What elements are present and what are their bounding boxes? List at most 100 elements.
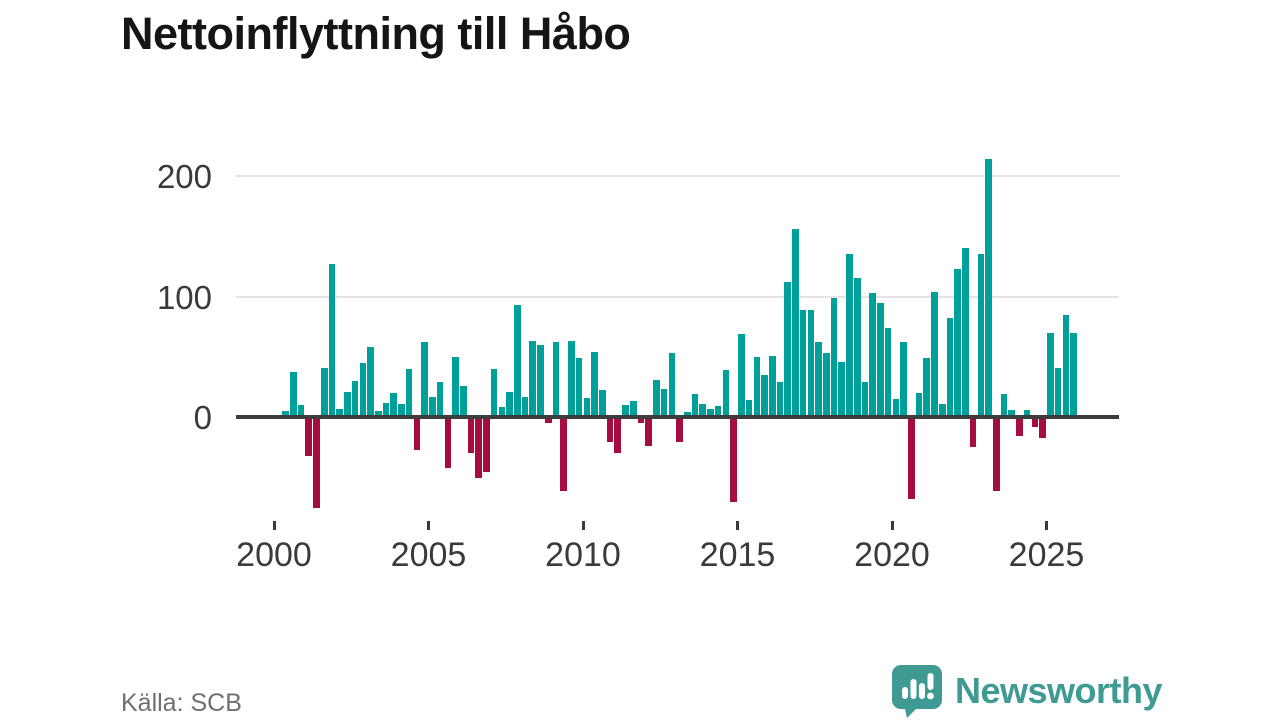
- bar: [1023, 409, 1031, 417]
- bar: [931, 291, 938, 417]
- bar: [877, 302, 884, 417]
- bar: [382, 402, 390, 417]
- bar: [506, 391, 513, 417]
- bar: [962, 248, 969, 417]
- x-axis-tick: [736, 521, 739, 530]
- bar: [861, 382, 869, 417]
- bar: [336, 408, 343, 417]
- newsworthy-logo-text: Newsworthy: [954, 670, 1163, 711]
- bar: [823, 353, 830, 417]
- bar: [475, 419, 482, 479]
- bar: [313, 419, 320, 509]
- bar: [351, 380, 359, 417]
- bar: [622, 404, 629, 417]
- bar: [459, 385, 467, 417]
- bar: [915, 392, 923, 417]
- bar: [954, 268, 961, 417]
- x-axis-tick: [890, 521, 894, 530]
- x-axis-label: 2025: [1008, 536, 1085, 574]
- bar: [1039, 419, 1046, 439]
- x-axis-tick: [272, 521, 276, 530]
- bar: [413, 419, 421, 451]
- bar: [452, 356, 459, 417]
- y-axis-label: 0: [193, 399, 212, 436]
- bar: [784, 282, 791, 417]
- bar: [290, 372, 297, 417]
- bar: [977, 254, 985, 417]
- bar: [359, 362, 367, 417]
- bar: [714, 406, 722, 417]
- bar: [490, 368, 498, 417]
- bar: [730, 419, 737, 503]
- bar: [1070, 332, 1077, 417]
- bar: [305, 419, 313, 457]
- newsworthy-logo: Newsworthy: [891, 663, 1163, 719]
- bar: [367, 347, 374, 417]
- bar: [691, 394, 699, 417]
- bar: [583, 397, 591, 417]
- bar: [637, 419, 645, 423]
- bar: [676, 419, 683, 442]
- source-label: Källa: SCB: [121, 689, 242, 717]
- bar: [799, 309, 807, 417]
- x-axis-label: 2010: [545, 536, 621, 574]
- bar: [514, 304, 521, 417]
- bar: [1031, 419, 1039, 428]
- bar: [838, 361, 846, 417]
- bar: [699, 403, 707, 417]
- bar: [869, 292, 876, 417]
- y-axis-label: 100: [156, 278, 212, 316]
- chart-title: Nettoinflyttning till Håbo: [121, 8, 631, 59]
- bar: [923, 357, 931, 417]
- bar: [1047, 332, 1054, 417]
- bar: [807, 309, 815, 417]
- bar: [892, 398, 900, 417]
- bar: [537, 344, 544, 417]
- bar: [344, 391, 351, 417]
- y-gridline: [236, 175, 1119, 177]
- y-gridline: [236, 295, 1119, 298]
- bar: [328, 263, 336, 417]
- x-axis-tick: [581, 521, 585, 530]
- bar: [606, 419, 614, 442]
- bar: [1054, 367, 1062, 417]
- bar: [722, 370, 730, 417]
- bar: [444, 419, 452, 469]
- bar: [1062, 314, 1070, 417]
- bar: [683, 412, 691, 417]
- bar: [853, 278, 861, 417]
- bar: [521, 396, 529, 417]
- x-axis-label: 2015: [699, 536, 776, 574]
- bar: [761, 374, 768, 417]
- bar: [405, 368, 413, 417]
- bar: [900, 342, 907, 417]
- x-axis-label: 2020: [854, 536, 930, 574]
- bar: [436, 382, 444, 417]
- bar: [629, 401, 637, 417]
- bar: [591, 351, 598, 417]
- bar: [884, 327, 892, 417]
- x-axis-tick: [1045, 521, 1048, 530]
- bar: [1000, 394, 1008, 417]
- bar: [282, 410, 289, 417]
- bar: [390, 392, 398, 417]
- bar: [668, 353, 676, 417]
- bar: [614, 419, 622, 453]
- newsworthy-logo-icon: [891, 665, 942, 718]
- bar: [992, 419, 1000, 492]
- bar: [599, 390, 606, 417]
- x-axis-tick: [427, 521, 430, 530]
- bar: [985, 159, 992, 417]
- bar: [776, 382, 784, 417]
- bar: [297, 404, 305, 417]
- bar: [374, 410, 382, 417]
- bar: [498, 407, 506, 417]
- bar: [552, 342, 560, 417]
- bar: [846, 254, 853, 417]
- bar: [830, 297, 838, 417]
- bar: [653, 379, 660, 417]
- y-axis-label: 200: [156, 158, 212, 195]
- x-axis-label: 2005: [390, 536, 467, 574]
- bar: [1008, 409, 1016, 417]
